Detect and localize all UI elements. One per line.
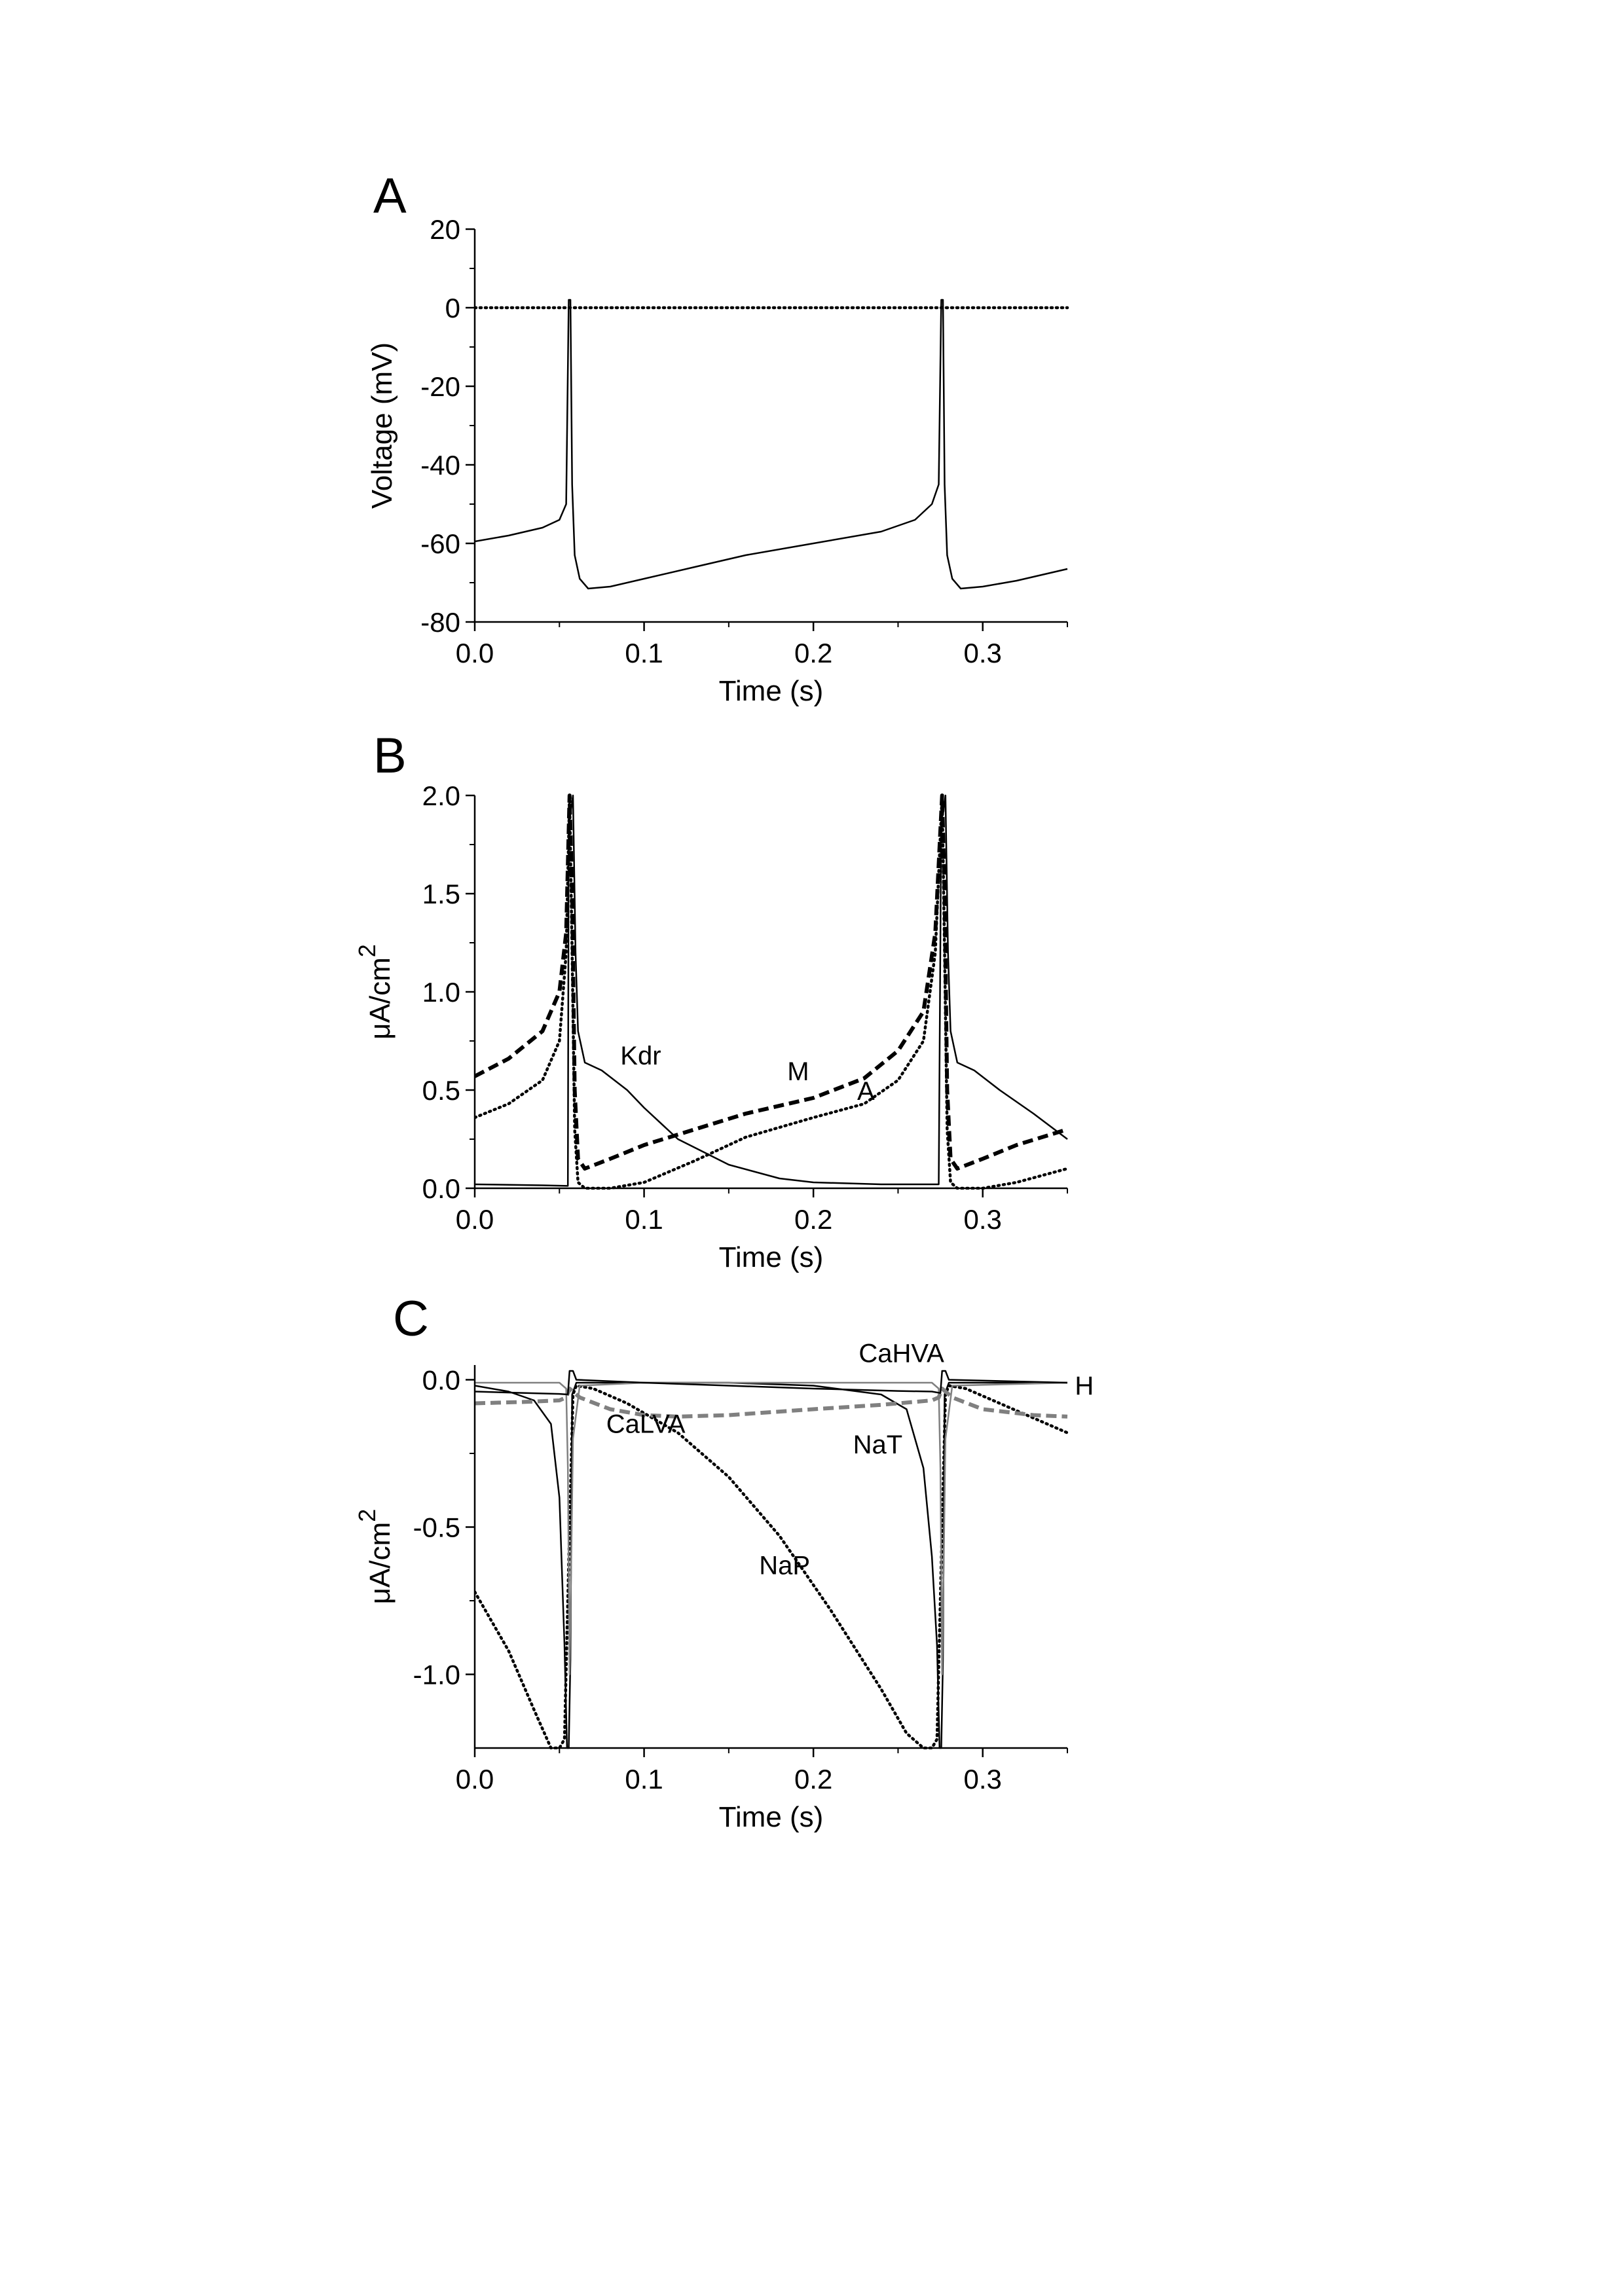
x-tick-label: 0.2	[794, 1764, 832, 1795]
x-tick-label: 0.2	[794, 638, 832, 668]
y-tick-label: -80	[420, 607, 460, 638]
x-tick-label: 0.0	[456, 1204, 494, 1235]
x-tick-label: 0.3	[964, 1764, 1002, 1795]
trace-label-nat: NaT	[853, 1430, 903, 1459]
series-line-calva	[475, 1387, 1068, 1419]
x-tick-label: 0.0	[456, 1764, 494, 1795]
y-tick-label: 20	[430, 214, 460, 245]
x-tick-label: 0.0	[456, 638, 494, 668]
panel-letter: B	[373, 728, 407, 784]
x-tick-label: 0.1	[625, 1204, 663, 1235]
x-axis-title: Time (s)	[719, 1241, 824, 1273]
y-tick-label: -20	[420, 371, 460, 402]
trace-label-nap: NaP	[759, 1552, 810, 1580]
y-tick-label: 1.0	[422, 977, 460, 1008]
x-tick-label: 0.2	[794, 1204, 832, 1235]
y-tick-label: -60	[420, 528, 460, 559]
panel-b: B 0.0 0.1 0.2 0.3 0.0 0.5 1.0 1.5 2.0 Time (s) μA/c…	[354, 728, 1069, 1273]
y-tick-label: 1.5	[422, 879, 460, 909]
x-tick-label: 0.1	[625, 638, 663, 668]
y-tick-label: 0.5	[422, 1075, 460, 1106]
y-tick-label: -1.0	[413, 1660, 460, 1690]
x-axis-title: Time (s)	[719, 675, 824, 707]
trace-label-calva: CaLVA	[606, 1410, 686, 1439]
y-axis-title: μA/cm2	[354, 944, 396, 1040]
panel-c: C 0.0 0.1 0.2 0.3 0.0 -0.5 -1.0 Time (s) μA/cm2 Ca…	[354, 1291, 1094, 1833]
panel-letter: A	[373, 168, 407, 224]
trace-label-h: H	[1075, 1372, 1094, 1400]
series-line-kdr	[475, 794, 1068, 1187]
series-line-h	[475, 1370, 1068, 1396]
series-line-a	[475, 793, 1069, 1190]
y-tick-label: 2.0	[422, 780, 460, 811]
y-tick-label: 0.0	[422, 1365, 460, 1396]
y-axis-title: Voltage (mV)	[366, 342, 398, 509]
y-tick-label: -40	[420, 450, 460, 481]
y-tick-label: -0.5	[413, 1512, 460, 1543]
series-line-solid-0	[475, 299, 1068, 590]
series-line-cahva	[475, 1381, 1068, 1675]
trace-label-cahva: CaHVA	[858, 1339, 944, 1368]
x-tick-label: 0.3	[964, 638, 1002, 668]
x-tick-label: 0.3	[964, 1204, 1002, 1235]
trace-label-a: A	[857, 1077, 875, 1106]
x-tick-label: 0.1	[625, 1764, 663, 1795]
panel-a: A 0.0 0.1 0.2 0.3 20 0 -20 -40 -60 -80 Time (s) Volt…	[366, 168, 1069, 707]
series-line-nap	[475, 1384, 1069, 1749]
trace-label-m: M	[787, 1057, 809, 1086]
panel-letter: C	[393, 1291, 429, 1347]
y-tick-label: 0	[445, 293, 460, 323]
trace-label-kdr: Kdr	[620, 1042, 661, 1070]
x-axis-title: Time (s)	[719, 1801, 824, 1833]
y-axis-title: μA/cm2	[354, 1509, 396, 1605]
y-tick-label: 0.0	[422, 1173, 460, 1204]
